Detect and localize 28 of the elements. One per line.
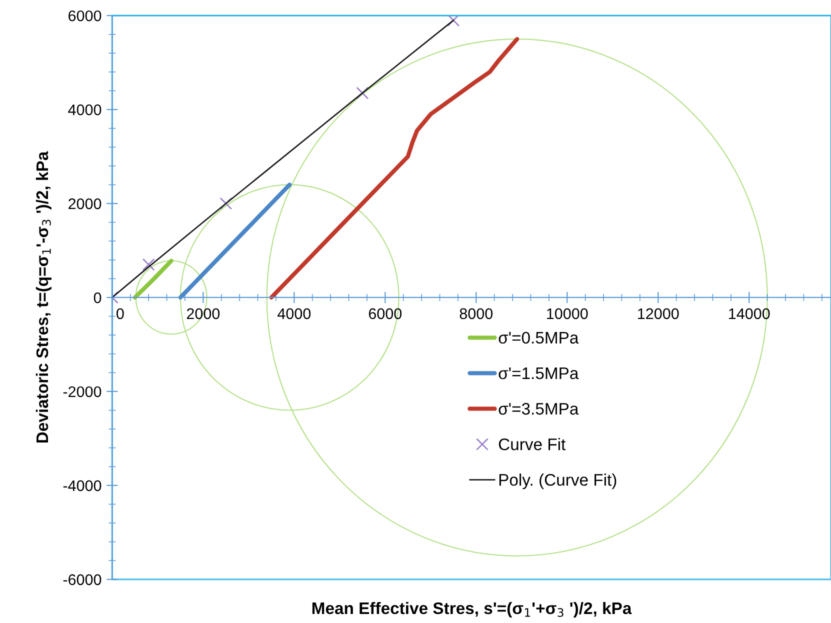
x-tick-label: 12000 <box>638 308 679 320</box>
x-tick-label: 10000 <box>547 308 588 320</box>
legend-label: σ'=1.5MPa <box>498 368 579 380</box>
y-tick-label: -4000 <box>63 480 102 492</box>
x-tick-label: 2000 <box>186 308 220 320</box>
y-tick-label: 4000 <box>68 104 102 116</box>
point <box>220 197 232 210</box>
y-axis-title: Deviatoric Stres, t=(q=σ$_{1}$'-σ$_{3}$ ')/2, kPa <box>36 151 52 443</box>
y-tick-label: 6000 <box>68 10 102 22</box>
point <box>447 16 460 27</box>
y-tick-label: -6000 <box>63 574 102 586</box>
legend-label: Poly. (Curve Fit) <box>499 474 616 490</box>
y-tick-label: -2000 <box>63 386 102 398</box>
x-tick-label: 6000 <box>368 308 402 320</box>
x-tick-label: 14000 <box>729 308 770 320</box>
x-tick-label: 0 <box>116 308 124 320</box>
y-tick-label: 2000 <box>68 198 102 210</box>
line-series <box>269 36 520 300</box>
legend-label: σ'=3.5MPa <box>498 402 579 415</box>
x-tick-label: 8000 <box>460 308 493 320</box>
point <box>142 258 155 271</box>
legend-label: σ'=0.5MPa <box>498 332 579 344</box>
x-axis-title: Mean Effective Stres, s'=(σ$_{1}$'+σ$_{3}$ ')/2, kPa <box>312 602 632 618</box>
x-tick-label: 4000 <box>278 308 311 320</box>
legend-label: Curve Fit <box>498 438 566 450</box>
y-tick-label: 0 <box>94 292 102 304</box>
point <box>356 86 369 100</box>
line-series <box>112 20 454 298</box>
